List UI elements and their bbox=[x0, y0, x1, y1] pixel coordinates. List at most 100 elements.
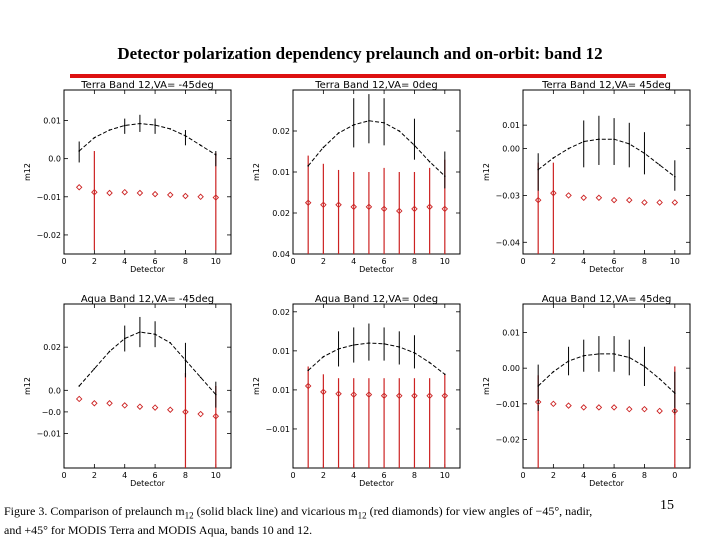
prelaunch-line bbox=[537, 138, 676, 178]
y-tick-label: −0.01 bbox=[36, 193, 61, 202]
prelaunch-point bbox=[582, 140, 585, 143]
prelaunch-point bbox=[628, 143, 631, 145]
y-tick-label: −0.01 bbox=[36, 429, 61, 438]
plot-frame bbox=[522, 89, 691, 255]
prelaunch-point bbox=[154, 333, 156, 336]
vicarious-diamond bbox=[212, 412, 220, 420]
prelaunch-point bbox=[108, 350, 111, 353]
prelaunch-point bbox=[398, 130, 401, 132]
x-axis-label: Detector bbox=[589, 265, 625, 274]
vicarious-diamond bbox=[335, 201, 342, 209]
y-tick-label: 0.02 bbox=[43, 343, 61, 352]
x-tick-label: 8 bbox=[412, 471, 417, 480]
x-axis-label: Detector bbox=[359, 265, 395, 274]
vicarious-diamond bbox=[534, 196, 542, 204]
prelaunch-point bbox=[352, 124, 355, 126]
prelaunch-point bbox=[658, 164, 661, 166]
x-axis-label: Detector bbox=[130, 479, 166, 488]
prelaunch-point bbox=[199, 144, 202, 147]
vicarious-diamond bbox=[182, 408, 189, 416]
x-tick-label: 10 bbox=[440, 257, 450, 266]
x-tick-label: 6 bbox=[153, 257, 158, 266]
x-tick-label: 10 bbox=[670, 257, 680, 266]
prelaunch-point bbox=[537, 385, 539, 387]
y-tick-label: −0.01 bbox=[495, 400, 520, 409]
y-axis-label: m12 bbox=[23, 377, 32, 395]
x-tick-label: 6 bbox=[382, 257, 387, 266]
x-tick-label: 4 bbox=[581, 257, 586, 266]
y-tick-label: 0.01 bbox=[272, 347, 290, 356]
vicarious-diamond bbox=[396, 207, 403, 215]
vicarious-diamond bbox=[75, 184, 83, 191]
prelaunch-line bbox=[537, 353, 676, 394]
y-tick-label: 0.00 bbox=[502, 364, 520, 373]
prelaunch-point bbox=[643, 152, 646, 155]
vicarious-diamond bbox=[550, 400, 557, 408]
prelaunch-point bbox=[444, 175, 446, 177]
prelaunch-point bbox=[383, 343, 385, 345]
vicarious-diamond bbox=[75, 395, 83, 403]
x-tick-label: 8 bbox=[183, 471, 188, 480]
vicarious-diamond bbox=[304, 382, 312, 390]
y-tick-label: 0.01 bbox=[502, 329, 520, 338]
vicarious-diamond bbox=[151, 190, 159, 198]
prelaunch-point bbox=[78, 150, 80, 152]
caption-subscript-1: 12 bbox=[184, 510, 194, 521]
vicarious-diamond bbox=[411, 205, 418, 213]
vicarious-diamond bbox=[121, 188, 128, 196]
prelaunch-point bbox=[674, 175, 676, 178]
x-tick-label: 6 bbox=[612, 257, 617, 266]
vicarious-diamond bbox=[350, 391, 357, 398]
prelaunch-point bbox=[628, 356, 631, 359]
prelaunch-point bbox=[307, 165, 309, 167]
vicarious-diamond bbox=[426, 392, 433, 399]
x-tick-label: 4 bbox=[122, 257, 127, 266]
prelaunch-point bbox=[368, 119, 370, 122]
y-tick-label: −0.02 bbox=[36, 231, 61, 240]
x-tick-label: 8 bbox=[642, 257, 647, 266]
vicarious-diamond bbox=[365, 391, 373, 398]
vicarious-diamond bbox=[671, 199, 679, 206]
prelaunch-point bbox=[78, 385, 80, 387]
prelaunch-point bbox=[567, 360, 570, 362]
prelaunch-point bbox=[352, 344, 355, 346]
prelaunch-point bbox=[674, 392, 676, 394]
plot-frame bbox=[292, 303, 461, 469]
vicarious-diamond bbox=[304, 199, 312, 206]
x-tick-label: 8 bbox=[183, 257, 188, 266]
chart-panel-4: Aqua Band 12,VA= -45deg 0 2 4 6 8 10 Detector −0… bbox=[23, 294, 232, 488]
vicarious-diamond bbox=[136, 403, 144, 410]
x-tick-label: 2 bbox=[92, 257, 97, 266]
y-tick-label: −0.0 bbox=[42, 408, 61, 417]
prelaunch-point bbox=[215, 154, 217, 156]
prelaunch-point bbox=[613, 138, 615, 140]
prelaunch-point bbox=[307, 369, 309, 372]
vicarious-diamond bbox=[411, 392, 418, 399]
prelaunch-point bbox=[337, 348, 340, 350]
y-tick-label: 0.0 bbox=[48, 155, 61, 164]
figure-caption: Figure 3. Comparison of prelaunch m12 (s… bbox=[4, 504, 718, 538]
prelaunch-point bbox=[169, 342, 172, 344]
vicarious-diamond bbox=[167, 191, 174, 199]
y-tick-label: −0.03 bbox=[495, 191, 520, 200]
vicarious-diamond bbox=[550, 189, 557, 197]
prelaunch-point bbox=[658, 378, 661, 380]
vicarious-diamond bbox=[441, 392, 449, 399]
vicarious-diamond bbox=[595, 404, 603, 411]
x-tick-label: 10 bbox=[440, 471, 450, 480]
plot-frame bbox=[522, 303, 691, 469]
plot-frame bbox=[63, 303, 232, 469]
y-tick-label: 0.02 bbox=[272, 209, 290, 218]
vicarious-diamond bbox=[641, 405, 648, 413]
y-tick-label: −0.01 bbox=[265, 425, 290, 434]
vicarious-diamond bbox=[580, 194, 587, 202]
x-tick-label: 4 bbox=[351, 257, 356, 266]
x-tick-label: 2 bbox=[551, 471, 556, 480]
x-tick-label: 2 bbox=[321, 471, 326, 480]
y-tick-label: 0.02 bbox=[272, 308, 290, 317]
panel-title: Aqua Band 12,VA= 45deg bbox=[542, 294, 672, 305]
chart-panel-1: Terra Band 12,VA= -45deg 0 2 4 6 8 10 Detector −… bbox=[23, 80, 232, 274]
prelaunch-point bbox=[413, 144, 416, 147]
chart-panel-6: Aqua Band 12,VA= 45deg 0 2 4 6 8 0 Detector −0.0… bbox=[482, 294, 691, 488]
vicarious-diamond bbox=[656, 199, 663, 206]
